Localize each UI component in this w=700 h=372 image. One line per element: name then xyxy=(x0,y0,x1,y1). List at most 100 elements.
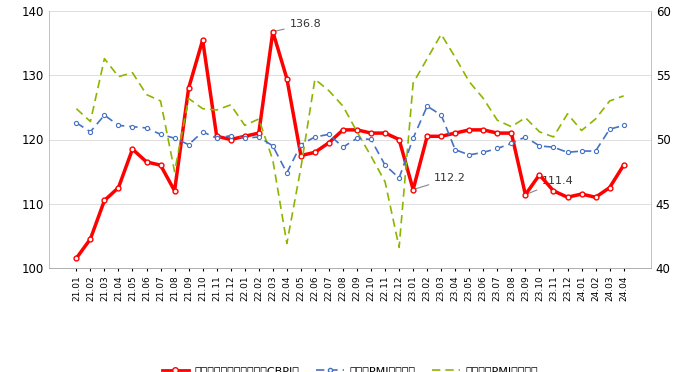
非制造业PMI（右轴） xyxy=(241,123,249,128)
制造业PMI（右轴） xyxy=(297,142,305,147)
非制造业PMI（右轴） xyxy=(353,129,361,134)
中国大宗商品价格指数（CBPI） xyxy=(213,134,221,138)
制造业PMI（右轴） xyxy=(592,149,600,153)
中国大宗商品价格指数（CBPI） xyxy=(578,192,586,196)
非制造业PMI（右轴） xyxy=(592,117,600,121)
非制造业PMI（右轴） xyxy=(339,104,347,108)
中国大宗商品价格指数（CBPI） xyxy=(339,128,347,132)
非制造业PMI（右轴） xyxy=(550,135,558,139)
中国大宗商品价格指数（CBPI） xyxy=(409,187,417,192)
中国大宗商品价格指数（CBPI） xyxy=(156,163,164,167)
制造业PMI（右轴） xyxy=(156,132,164,137)
非制造业PMI（右轴） xyxy=(297,166,305,170)
中国大宗商品价格指数（CBPI） xyxy=(493,131,501,135)
制造业PMI（右轴） xyxy=(451,148,459,152)
中国大宗商品价格指数（CBPI） xyxy=(536,173,544,177)
Line: 非制造业PMI（右轴）: 非制造业PMI（右轴） xyxy=(76,34,624,247)
非制造业PMI（右轴） xyxy=(100,57,108,61)
中国大宗商品价格指数（CBPI） xyxy=(465,128,473,132)
中国大宗商品价格指数（CBPI） xyxy=(255,131,263,135)
中国大宗商品价格指数（CBPI） xyxy=(199,38,207,42)
非制造业PMI（右轴） xyxy=(128,71,136,75)
制造业PMI（右轴） xyxy=(339,145,347,150)
中国大宗商品价格指数（CBPI） xyxy=(86,237,94,241)
中国大宗商品价格指数（CBPI） xyxy=(381,131,389,135)
非制造业PMI（右轴） xyxy=(395,245,403,250)
非制造业PMI（右轴） xyxy=(86,119,94,124)
制造业PMI（右轴） xyxy=(493,146,501,151)
制造业PMI（右轴） xyxy=(269,144,277,148)
制造业PMI（右轴） xyxy=(620,123,628,128)
非制造业PMI（右轴） xyxy=(493,118,501,122)
制造业PMI（右轴） xyxy=(184,142,192,147)
中国大宗商品价格指数（CBPI） xyxy=(451,131,459,135)
非制造业PMI（右轴） xyxy=(184,96,192,101)
中国大宗商品价格指数（CBPI） xyxy=(479,128,487,132)
非制造业PMI（右轴） xyxy=(437,32,445,36)
中国大宗商品价格指数（CBPI） xyxy=(367,131,375,135)
非制造业PMI（右轴） xyxy=(367,154,375,158)
制造业PMI（右轴） xyxy=(536,144,544,148)
中国大宗商品价格指数（CBPI） xyxy=(508,131,516,135)
中国大宗商品价格指数（CBPI） xyxy=(128,147,136,151)
非制造业PMI（右轴） xyxy=(465,80,473,84)
非制造业PMI（右轴） xyxy=(255,117,263,121)
制造业PMI（右轴） xyxy=(199,129,207,134)
中国大宗商品价格指数（CBPI） xyxy=(170,189,178,193)
制造业PMI（右轴） xyxy=(100,113,108,117)
中国大宗商品价格指数（CBPI） xyxy=(353,128,361,132)
中国大宗商品价格指数（CBPI） xyxy=(564,195,572,199)
非制造业PMI（右轴） xyxy=(142,92,150,97)
制造业PMI（右轴） xyxy=(86,129,94,134)
中国大宗商品价格指数（CBPI） xyxy=(522,192,530,197)
制造业PMI（右轴） xyxy=(325,132,333,137)
中国大宗商品价格指数（CBPI） xyxy=(325,141,333,145)
制造业PMI（右轴） xyxy=(72,121,80,125)
制造业PMI（右轴） xyxy=(395,176,403,180)
非制造业PMI（右轴） xyxy=(156,99,164,103)
非制造业PMI（右轴） xyxy=(479,96,487,101)
制造业PMI（右轴） xyxy=(564,150,572,155)
中国大宗商品价格指数（CBPI） xyxy=(311,150,319,154)
非制造业PMI（右轴） xyxy=(606,99,614,103)
制造业PMI（右轴） xyxy=(283,171,291,175)
非制造业PMI（右轴） xyxy=(170,169,178,174)
中国大宗商品价格指数（CBPI） xyxy=(395,137,403,142)
制造业PMI（右轴） xyxy=(423,104,431,108)
中国大宗商品价格指数（CBPI） xyxy=(606,185,614,190)
中国大宗商品价格指数（CBPI） xyxy=(437,134,445,138)
制造业PMI（右轴） xyxy=(381,163,389,167)
非制造业PMI（右轴） xyxy=(423,57,431,61)
Legend: 中国大宗商品价格指数（CBPI）, 制造业PMI（右轴）, 非制造业PMI（右轴）: 中国大宗商品价格指数（CBPI）, 制造业PMI（右轴）, 非制造业PMI（右轴… xyxy=(157,362,543,372)
制造业PMI（右轴） xyxy=(114,123,122,128)
制造业PMI（右轴） xyxy=(142,126,150,130)
中国大宗商品价格指数（CBPI） xyxy=(241,134,249,138)
制造业PMI（右轴） xyxy=(128,124,136,129)
中国大宗商品价格指数（CBPI） xyxy=(227,137,235,142)
中国大宗商品价格指数（CBPI） xyxy=(184,86,192,90)
制造业PMI（右轴） xyxy=(367,137,375,142)
非制造业PMI（右轴） xyxy=(522,115,530,120)
Line: 制造业PMI（右轴）: 制造业PMI（右轴） xyxy=(74,104,626,180)
Text: 111.4: 111.4 xyxy=(528,176,574,194)
非制造业PMI（右轴） xyxy=(620,94,628,98)
非制造业PMI（右轴） xyxy=(311,77,319,81)
制造业PMI（右轴） xyxy=(522,135,530,139)
制造业PMI（右轴） xyxy=(213,136,221,141)
制造业PMI（右轴） xyxy=(255,135,263,139)
制造业PMI（右轴） xyxy=(578,149,586,153)
非制造业PMI（右轴） xyxy=(114,74,122,79)
非制造业PMI（右轴） xyxy=(199,106,207,111)
制造业PMI（右轴） xyxy=(409,136,417,141)
制造业PMI（右轴） xyxy=(550,145,558,150)
非制造业PMI（右轴） xyxy=(564,112,572,116)
非制造业PMI（右轴） xyxy=(283,241,291,246)
非制造业PMI（右轴） xyxy=(578,128,586,133)
中国大宗商品价格指数（CBPI） xyxy=(142,160,150,164)
Text: 136.8: 136.8 xyxy=(276,19,321,31)
制造业PMI（右轴） xyxy=(353,136,361,141)
中国大宗商品价格指数（CBPI） xyxy=(114,185,122,190)
中国大宗商品价格指数（CBPI） xyxy=(100,198,108,203)
非制造业PMI（右轴） xyxy=(381,180,389,184)
制造业PMI（右轴） xyxy=(465,153,473,157)
